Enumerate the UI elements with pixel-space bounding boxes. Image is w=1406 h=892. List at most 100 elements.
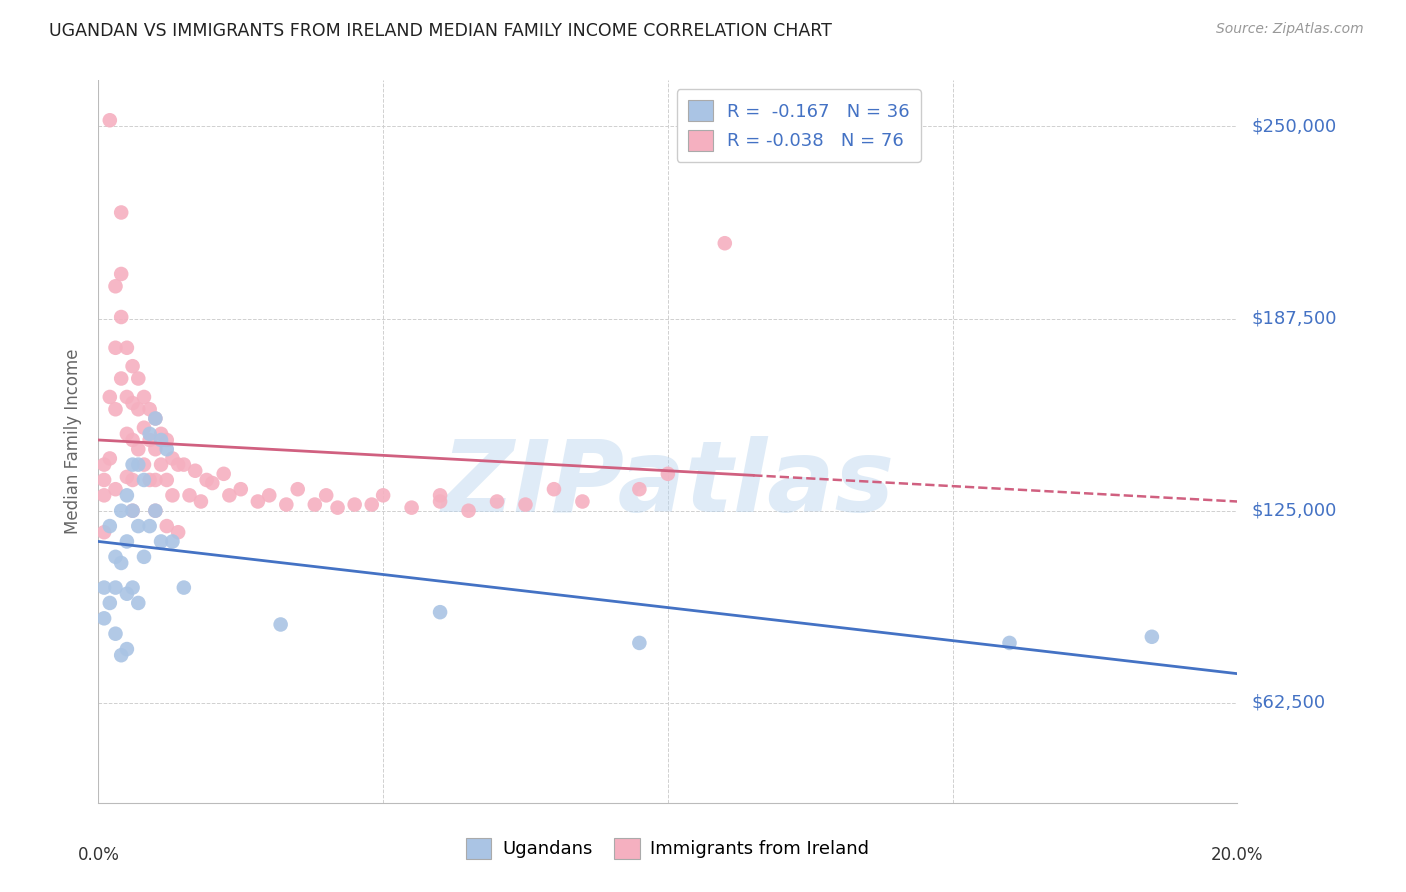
Point: [115, 534, 138, 549]
Point: [132, 390, 155, 404]
Point: [132, 420, 155, 434]
Point: [173, 458, 195, 472]
Point: [304, 498, 326, 512]
Point: [127, 371, 149, 385]
Point: [270, 617, 292, 632]
Point: [138, 426, 160, 441]
Point: [145, 504, 167, 518]
Point: [714, 236, 737, 251]
Point: [429, 494, 451, 508]
Point: [110, 556, 132, 570]
Point: [110, 648, 132, 663]
Point: [150, 534, 173, 549]
Point: [104, 402, 127, 417]
Point: [115, 426, 138, 441]
Point: [543, 482, 565, 496]
Point: [162, 451, 184, 466]
Point: [93, 458, 115, 472]
Point: [132, 549, 155, 564]
Point: [138, 473, 160, 487]
Point: [98, 390, 121, 404]
Point: [229, 482, 252, 496]
Point: [373, 488, 395, 502]
Point: [98, 596, 121, 610]
Point: [110, 371, 132, 385]
Point: [121, 473, 143, 487]
Point: [115, 587, 138, 601]
Point: [246, 494, 269, 508]
Point: [110, 205, 132, 219]
Point: [93, 611, 115, 625]
Point: [104, 626, 127, 640]
Point: [998, 636, 1021, 650]
Point: [401, 500, 423, 515]
Point: [121, 359, 143, 374]
Point: [115, 642, 138, 657]
Point: [326, 500, 349, 515]
Point: [657, 467, 679, 481]
Point: [195, 473, 218, 487]
Point: [145, 411, 167, 425]
Point: [98, 451, 121, 466]
Point: [115, 341, 138, 355]
Point: [145, 473, 167, 487]
Point: [115, 390, 138, 404]
Point: [276, 498, 298, 512]
Point: [127, 519, 149, 533]
Point: [104, 549, 127, 564]
Point: [218, 488, 240, 502]
Point: [110, 310, 132, 324]
Point: [360, 498, 382, 512]
Point: [121, 458, 143, 472]
Point: [1140, 630, 1163, 644]
Point: [173, 581, 195, 595]
Point: [429, 605, 451, 619]
Point: [571, 494, 593, 508]
Point: [156, 442, 179, 457]
Point: [115, 488, 138, 502]
Point: [150, 458, 173, 472]
Point: [145, 411, 167, 425]
Point: [457, 504, 479, 518]
Point: [104, 279, 127, 293]
Point: [145, 504, 167, 518]
Point: [259, 488, 281, 502]
Point: [127, 458, 149, 472]
Point: [121, 504, 143, 518]
Point: [156, 473, 179, 487]
Point: [315, 488, 337, 502]
Point: [145, 442, 167, 457]
Text: $62,500: $62,500: [1251, 694, 1326, 712]
Point: [287, 482, 309, 496]
Point: [110, 504, 132, 518]
Point: [156, 519, 179, 533]
Point: [212, 467, 235, 481]
Point: [127, 442, 149, 457]
Point: [93, 525, 115, 540]
Y-axis label: Median Family Income: Median Family Income: [65, 349, 83, 534]
Point: [104, 482, 127, 496]
Point: [98, 519, 121, 533]
Text: $250,000: $250,000: [1251, 118, 1337, 136]
Point: [162, 534, 184, 549]
Point: [150, 426, 173, 441]
Legend: Ugandans, Immigrants from Ireland: Ugandans, Immigrants from Ireland: [458, 830, 877, 866]
Point: [104, 581, 127, 595]
Point: [127, 402, 149, 417]
Point: [93, 581, 115, 595]
Text: $187,500: $187,500: [1251, 310, 1337, 327]
Point: [156, 433, 179, 447]
Point: [138, 402, 160, 417]
Point: [201, 476, 224, 491]
Text: Source: ZipAtlas.com: Source: ZipAtlas.com: [1216, 22, 1364, 37]
Point: [184, 464, 207, 478]
Point: [121, 504, 143, 518]
Point: [343, 498, 366, 512]
Point: [162, 488, 184, 502]
Point: [167, 458, 190, 472]
Point: [132, 458, 155, 472]
Point: [486, 494, 509, 508]
Text: $125,000: $125,000: [1251, 501, 1337, 520]
Point: [628, 482, 651, 496]
Point: [104, 341, 127, 355]
